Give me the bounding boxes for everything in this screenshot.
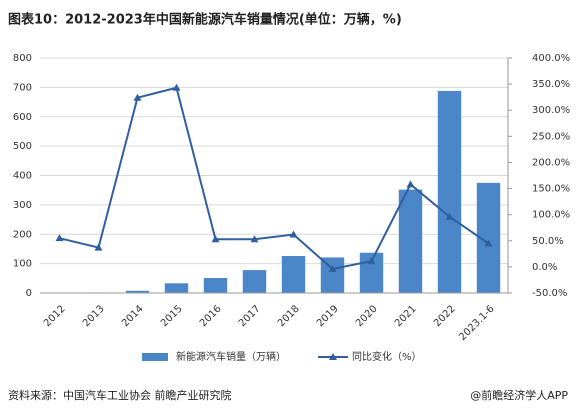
x-tick-label: 2022	[432, 303, 458, 329]
legend-label: 新能源汽车销量（万辆）	[176, 350, 286, 363]
y2-tick-label: 350.0%	[532, 79, 570, 90]
marker	[484, 239, 493, 247]
marker	[328, 264, 337, 272]
y2-tick-label: 50.0%	[532, 236, 564, 247]
y-tick-label: 600	[13, 112, 32, 123]
x-tick-label: 2012	[42, 303, 68, 329]
x-tick-label: 2019	[315, 303, 341, 329]
x-tick-label: 2020	[354, 303, 380, 329]
x-tick-label: 2013	[81, 303, 107, 329]
bar	[242, 270, 267, 293]
marker	[367, 257, 376, 265]
bar	[476, 182, 501, 293]
y-tick-label: 500	[13, 141, 32, 152]
bar	[398, 189, 423, 293]
x-tick-label: 2017	[237, 303, 263, 329]
marker	[94, 243, 103, 251]
y-tick-label: 400	[13, 171, 32, 182]
y-tick-label: 100	[13, 259, 32, 270]
marker	[172, 83, 181, 91]
y2-tick-label: 150.0%	[532, 184, 570, 195]
bar	[164, 283, 189, 293]
x-tick-label: 2015	[159, 303, 185, 329]
y2-tick-label: -50.0%	[532, 288, 567, 299]
marker	[211, 235, 220, 243]
bar	[320, 257, 345, 293]
y-tick-label: 200	[13, 229, 32, 240]
x-tick-label: 2021	[393, 303, 419, 329]
marker	[133, 93, 142, 101]
chart-title: 图表10：2012-2023年中国新能源汽车销量情况(单位：万辆，%)	[8, 12, 402, 28]
y2-tick-label: 0.0%	[532, 262, 557, 273]
legend-label: 同比变化（%）	[352, 350, 422, 363]
credit: @前瞻经济学人APP	[470, 388, 568, 402]
y-tick-label: 300	[13, 200, 32, 211]
marker	[445, 212, 454, 220]
source: 资料来源：中国汽车工业协会 前瞻产业研究院	[8, 388, 232, 402]
y2-tick-label: 200.0%	[532, 157, 570, 168]
line	[59, 86, 490, 271]
y-tick-label: 800	[13, 53, 32, 64]
y2-tick-label: 100.0%	[532, 210, 570, 221]
legend-marker	[329, 353, 337, 360]
x-tick-label: 2023.1-6	[457, 303, 497, 343]
marker	[406, 180, 415, 188]
x-tick-label: 2014	[120, 303, 146, 329]
y2-tick-label: 300.0%	[532, 105, 570, 116]
bar	[437, 90, 462, 294]
x-tick-label: 2018	[276, 303, 302, 329]
marker	[289, 230, 298, 238]
y2-tick-label: 250.0%	[532, 131, 570, 142]
y-tick-label: 0	[26, 288, 32, 299]
marker	[55, 234, 64, 242]
bar	[125, 290, 150, 293]
marker	[250, 235, 259, 243]
y2-tick-label: 400.0%	[532, 53, 570, 64]
bar	[281, 255, 306, 293]
bar	[203, 278, 228, 293]
x-tick-label: 2016	[198, 303, 224, 329]
y-tick-label: 700	[13, 82, 32, 93]
legend-swatch	[142, 353, 168, 361]
